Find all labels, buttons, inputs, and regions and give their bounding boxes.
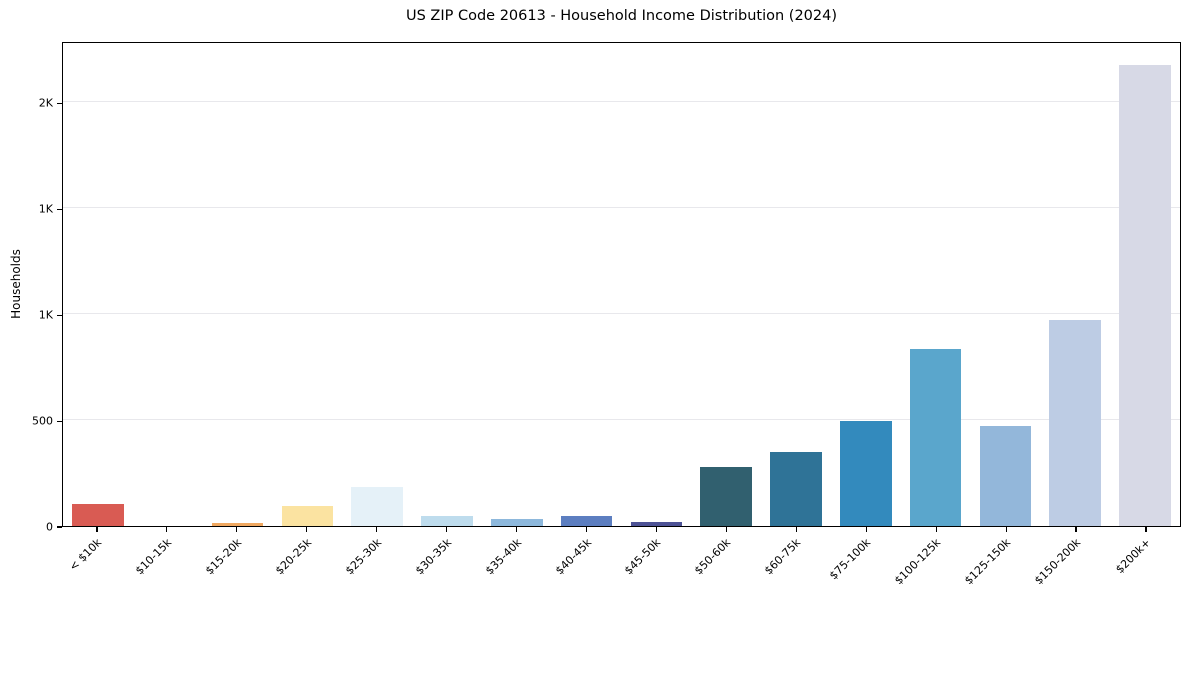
bar-slot (133, 43, 203, 526)
bar-$100-125k (909, 349, 962, 526)
gridline (63, 101, 1180, 103)
bar-slot (971, 43, 1041, 526)
bar-slot (831, 43, 901, 526)
bar-$20-25k (281, 505, 334, 526)
x-tick-mark (935, 527, 937, 532)
x-tick-label: $20-25k (272, 536, 314, 578)
x-tick-label: $40-45k (552, 536, 594, 578)
bar-slot (412, 43, 482, 526)
bar-$45-50k (630, 521, 683, 526)
x-tick-mark (236, 527, 238, 532)
bar-slot (342, 43, 412, 526)
x-tick-label: $100-125k (892, 536, 944, 588)
x-tick-mark (446, 527, 448, 532)
y-tick-mark (57, 102, 62, 104)
x-tick-mark (166, 527, 168, 532)
gridline (63, 419, 1180, 421)
bar-$40-45k (560, 516, 613, 526)
y-tick-label: 1K (38, 202, 53, 216)
bar-$150-200k (1049, 319, 1102, 526)
x-tick-mark (585, 527, 588, 532)
x-tick-label: $50-60k (692, 536, 734, 578)
x-tick-label: $15-20k (202, 536, 245, 578)
bar-slot (63, 43, 133, 526)
x-tick-mark (1145, 527, 1147, 532)
bar-slot (761, 43, 831, 526)
gridline (63, 207, 1180, 209)
bar-slot (691, 43, 761, 526)
bar-slot (272, 43, 342, 526)
bar-slot (203, 43, 273, 526)
bar-$200k+ (1119, 65, 1171, 526)
bar-series (63, 43, 1180, 526)
x-tick-mark (376, 527, 378, 532)
y-tick-mark (57, 314, 62, 316)
figure: US ZIP Code 20613 - Household Income Dis… (9, 8, 1181, 588)
x-tick-label: $10-15k (132, 536, 175, 578)
x-tick-mark (655, 527, 658, 532)
x-tick-label: $25-30k (342, 536, 384, 578)
bar-slot (1040, 43, 1110, 526)
bar-< $10k (72, 503, 124, 526)
x-tick-label: $30-35k (412, 536, 454, 578)
y-tick-label: 1K (38, 308, 53, 322)
x-tick-mark (96, 527, 98, 532)
bar-slot (1110, 43, 1180, 526)
x-tick-label: $150-200k (1032, 536, 1084, 588)
bar-$50-60k (700, 466, 753, 526)
bar-$30-35k (421, 516, 473, 526)
x-tick-mark (725, 527, 727, 532)
y-tick-label: 0 (46, 520, 53, 534)
bar-$15-20k (211, 522, 264, 526)
gridline (63, 313, 1180, 315)
plot-area (62, 42, 1181, 527)
y-tick-mark (57, 526, 62, 528)
bar-$25-30k (351, 486, 403, 526)
x-tick-label: $60-75k (762, 536, 804, 578)
x-tick-mark (1005, 527, 1007, 532)
bar-slot (552, 43, 622, 526)
x-tick-label: $75-100k (827, 536, 874, 583)
x-tick-mark (1075, 527, 1077, 532)
x-tick-label: $35-40k (482, 536, 524, 578)
bar-$75-100k (840, 421, 892, 526)
y-tick-mark (57, 208, 62, 210)
x-tick-mark (865, 527, 867, 532)
bar-$125-150k (979, 426, 1032, 526)
bar-slot (482, 43, 552, 526)
bar-slot (901, 43, 971, 526)
y-tick-label: 500 (32, 414, 53, 428)
x-tick-mark (795, 527, 797, 532)
bar-slot (622, 43, 692, 526)
x-tick-label: $125-150k (962, 536, 1014, 588)
bar-$60-75k (770, 451, 822, 526)
y-tick-mark (57, 420, 62, 422)
x-tick-label: $200k+ (1113, 536, 1154, 577)
chart-title: US ZIP Code 20613 - Household Income Dis… (405, 8, 838, 24)
bar-$35-40k (490, 518, 543, 526)
x-tick-label: $45-50k (622, 536, 664, 578)
y-tick-label: 2K (38, 96, 53, 110)
x-tick-mark (306, 527, 308, 532)
x-tick-mark (515, 527, 518, 532)
